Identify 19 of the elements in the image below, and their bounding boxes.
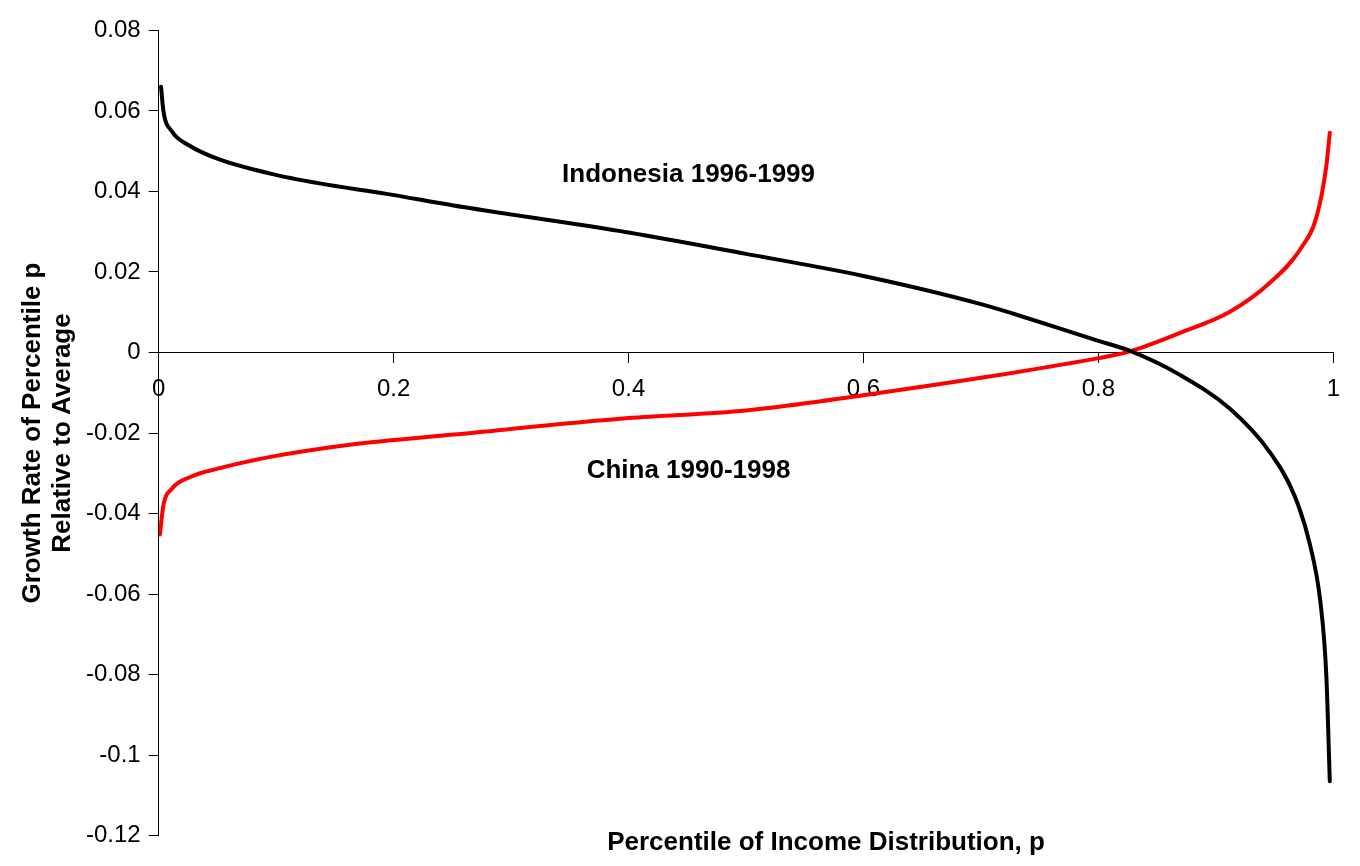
y-tick-label: 0.06 xyxy=(93,95,141,123)
series-label: Indonesia 1996-1999 xyxy=(562,157,816,188)
x-tick-label: 0.2 xyxy=(376,373,411,401)
x-tick-label: 1 xyxy=(1326,373,1341,401)
y-tick-label: -0.12 xyxy=(86,820,141,848)
x-tick-label: 0.8 xyxy=(1081,373,1116,401)
y-tick-label: -0.02 xyxy=(86,417,141,445)
y-tick-label: -0.08 xyxy=(86,659,141,687)
y-tick-label: -0.04 xyxy=(86,498,141,526)
x-axis-title: Percentile of Income Distribution, p xyxy=(607,826,1045,857)
y-tick-label: 0.08 xyxy=(93,15,141,43)
y-tick-label: 0.04 xyxy=(93,176,141,204)
series-label: China 1990-1998 xyxy=(586,454,791,485)
x-tick-label: 0.4 xyxy=(611,373,646,401)
y-tick-label: -0.1 xyxy=(99,739,141,767)
y-tick-label: -0.06 xyxy=(86,578,141,606)
y-tick-label: 0.02 xyxy=(93,256,141,284)
y-tick-label: 0 xyxy=(127,337,141,365)
y-axis-title: Growth Rate of Percentile p Relative to Average xyxy=(16,262,77,604)
